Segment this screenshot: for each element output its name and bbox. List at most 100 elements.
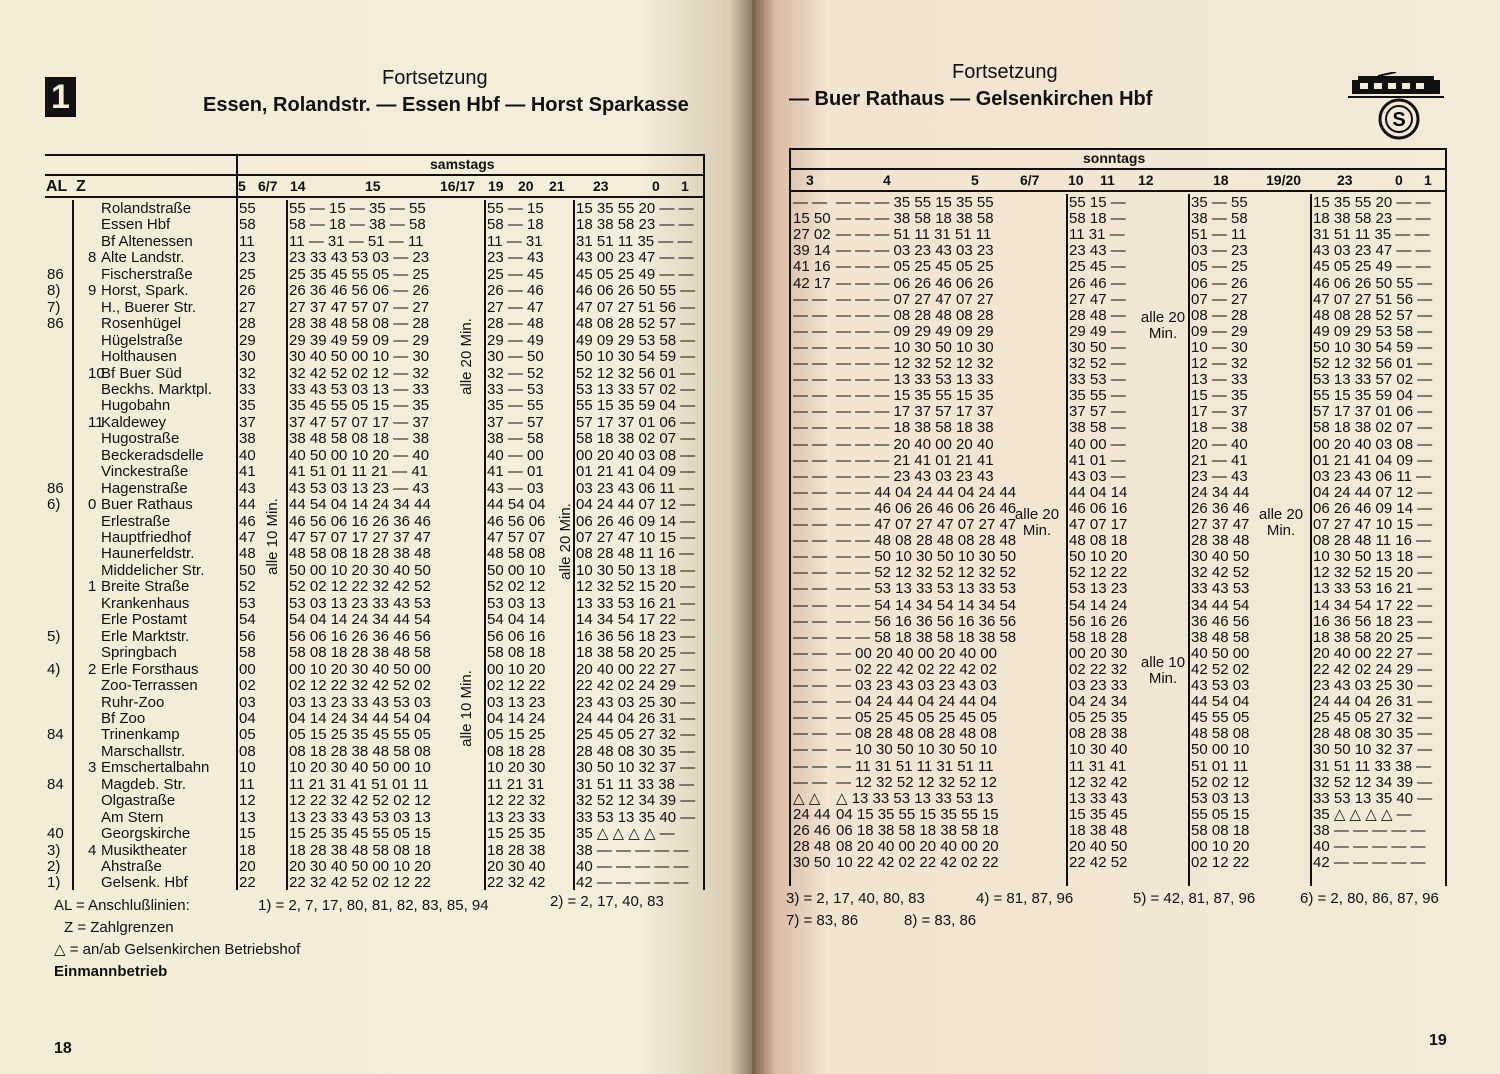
times-23-1: 10 30 50 13 18 — — [576, 561, 696, 579]
times-18: 07 — 27 — [1191, 290, 1248, 308]
header-hour: 18 — [1213, 172, 1229, 188]
header-hour: 14 — [290, 178, 306, 194]
header-hour: 6/7 — [1020, 172, 1040, 188]
times-5: 08 — [239, 742, 256, 760]
times-19-20: 46 56 06 — [487, 512, 546, 530]
times-3: — — — [793, 757, 828, 775]
times-5: 27 — [239, 298, 256, 316]
times-23-1: 55 15 35 59 04 — — [576, 397, 696, 415]
times-23-1: 31 51 11 35 — — — [576, 232, 693, 250]
stop-name: Holthausen — [101, 348, 177, 366]
header-hour: 23 — [1337, 172, 1353, 188]
stop-name: Essen Hbf — [101, 216, 171, 234]
times-14-15: 11 21 31 41 51 01 11 — [289, 775, 429, 793]
times-5: 50 — [239, 561, 256, 579]
times-5: 37 — [239, 413, 256, 431]
header-hour: 19 — [488, 178, 504, 194]
times-23-1: 43 03 23 47 — — — [1313, 242, 1431, 260]
times-3: 27 02 — [793, 226, 831, 244]
times-19-20: 43 — 03 — [487, 479, 544, 497]
times-3: — — — [793, 387, 828, 405]
times-10-11: 04 24 34 — [1069, 693, 1128, 711]
times-5: 52 — [239, 578, 256, 596]
times-3: — — — [793, 467, 828, 485]
times-10-11: 02 22 32 — [1069, 660, 1128, 678]
times-5: 33 — [239, 380, 256, 398]
times-5: 11 — [239, 232, 255, 250]
times-5: 58 — [239, 216, 256, 234]
times-19-20: 28 — 48 — [487, 315, 544, 333]
times-18: 30 40 50 — [1191, 548, 1250, 566]
times-23-1: 00 20 40 03 08 — — [1313, 435, 1433, 453]
times-19-20: 41 — 01 — [487, 463, 544, 481]
right-page: Fortsetzung — Buer Rathaus — Gelsenkirch… — [752, 0, 1500, 1074]
times-3: — — — [793, 306, 828, 324]
times-4-5: — — — 23 43 03 23 43 — [836, 467, 994, 485]
times-3: 41 16 — [793, 258, 831, 276]
times-10-11: 11 31 41 — [1069, 757, 1127, 775]
times-14-15: 47 57 07 17 27 37 47 — [289, 529, 431, 546]
times-10-11: 10 30 40 — [1069, 741, 1128, 759]
stop-name: Bf Zoo — [101, 709, 146, 727]
times-3: — — — [793, 580, 828, 598]
times-14-15: 05 15 25 35 45 55 05 — [289, 726, 431, 744]
times-4-5: — — — 07 27 47 07 27 — [836, 290, 994, 308]
times-5: 20 — [239, 858, 256, 875]
times-14-15: 43 53 03 13 23 — 43 — [289, 479, 430, 497]
times-23-1: 50 10 30 54 59 — — [576, 348, 696, 366]
footnote-8: 8) = 83, 86 — [904, 912, 977, 929]
times-3: — — — [793, 612, 828, 630]
times-3: — — — [793, 693, 828, 711]
times-14-15: 53 03 13 23 33 43 53 — [289, 594, 431, 612]
times-14-15: 11 — 31 — 51 — 11 — [289, 232, 424, 250]
stop-name: Musiktheater — [101, 841, 187, 859]
times-23-1: 32 52 12 34 39 — — [1313, 773, 1433, 791]
header-hour: 21 — [549, 178, 565, 194]
times-18: 08 — 28 — [1191, 306, 1248, 324]
header-hour: 6/7 — [258, 178, 278, 194]
stop-name: Beckhs. Marktpl. — [101, 380, 212, 398]
times-4-5: — — — 20 40 00 20 40 — [836, 435, 994, 453]
times-5: 23 — [239, 249, 256, 267]
times-14-15: 02 12 22 32 42 52 02 — [289, 677, 431, 695]
times-23-1: 18 38 58 23 — — — [1313, 210, 1431, 228]
times-4-5: 10 22 42 02 22 42 02 22 — [836, 854, 999, 872]
times-4-5: — — 56 16 36 56 16 36 56 — [836, 612, 1017, 630]
times-10-11: 46 06 16 — [1069, 499, 1128, 517]
times-18: 55 05 15 — [1191, 805, 1250, 823]
times-23-1: 22 42 02 24 29 — — [1313, 660, 1433, 678]
times-14-15: 23 33 43 53 03 — 23 — [289, 249, 430, 267]
times-23-1: 31 51 11 33 38 — — [1313, 757, 1432, 775]
times-14-15: 25 35 45 55 05 — 25 — [289, 265, 430, 283]
times-3: 30 50 — [793, 854, 831, 872]
times-5: 05 — [239, 726, 256, 744]
stop-name: Emschertalbahn — [101, 759, 210, 777]
times-18: 44 54 04 — [1191, 693, 1250, 711]
times-10-11: 13 33 43 — [1069, 789, 1128, 807]
times-23-1: 08 28 48 11 16 — — [1313, 532, 1432, 550]
stop-name: Olgastraße — [101, 792, 176, 810]
times-19-20: 48 58 08 — [487, 545, 546, 563]
times-23-1: 14 34 54 17 22 — — [576, 611, 696, 629]
times-14-15: 48 58 08 18 28 38 48 — [289, 545, 431, 563]
interval-note: alle 20 Min. — [457, 318, 475, 395]
times-4-5: — — 54 14 34 54 14 34 54 — [836, 596, 1017, 614]
header-hour: 0 — [1395, 172, 1403, 188]
times-23-1: 30 50 10 32 37 — — [576, 759, 696, 777]
times-18: 00 10 20 — [1191, 838, 1250, 855]
times-19-20: 13 23 33 — [487, 808, 546, 826]
stop-name: Alte Landstr. — [101, 249, 185, 267]
stop-name: Hagenstraße — [101, 479, 188, 497]
times-4-5: — — — 18 38 58 18 38 — [836, 419, 994, 437]
times-23-1: 57 17 37 01 06 — — [576, 413, 696, 431]
times-4-5: — 04 24 44 04 24 44 04 — [836, 693, 997, 711]
stop-name: Erlestraße — [101, 512, 171, 530]
header-hour: 0 — [652, 178, 660, 194]
times-10-11: 18 38 48 — [1069, 821, 1128, 839]
times-23-1: 50 10 30 54 59 — — [1313, 338, 1433, 356]
times-23-1: 55 15 35 59 04 — — [1313, 387, 1433, 405]
times-10-11: 58 18 28 — [1069, 628, 1128, 646]
times-18: 06 — 26 — [1191, 274, 1248, 292]
times-3: — — — [793, 725, 828, 743]
times-10-11: 35 55 — — [1069, 387, 1126, 405]
